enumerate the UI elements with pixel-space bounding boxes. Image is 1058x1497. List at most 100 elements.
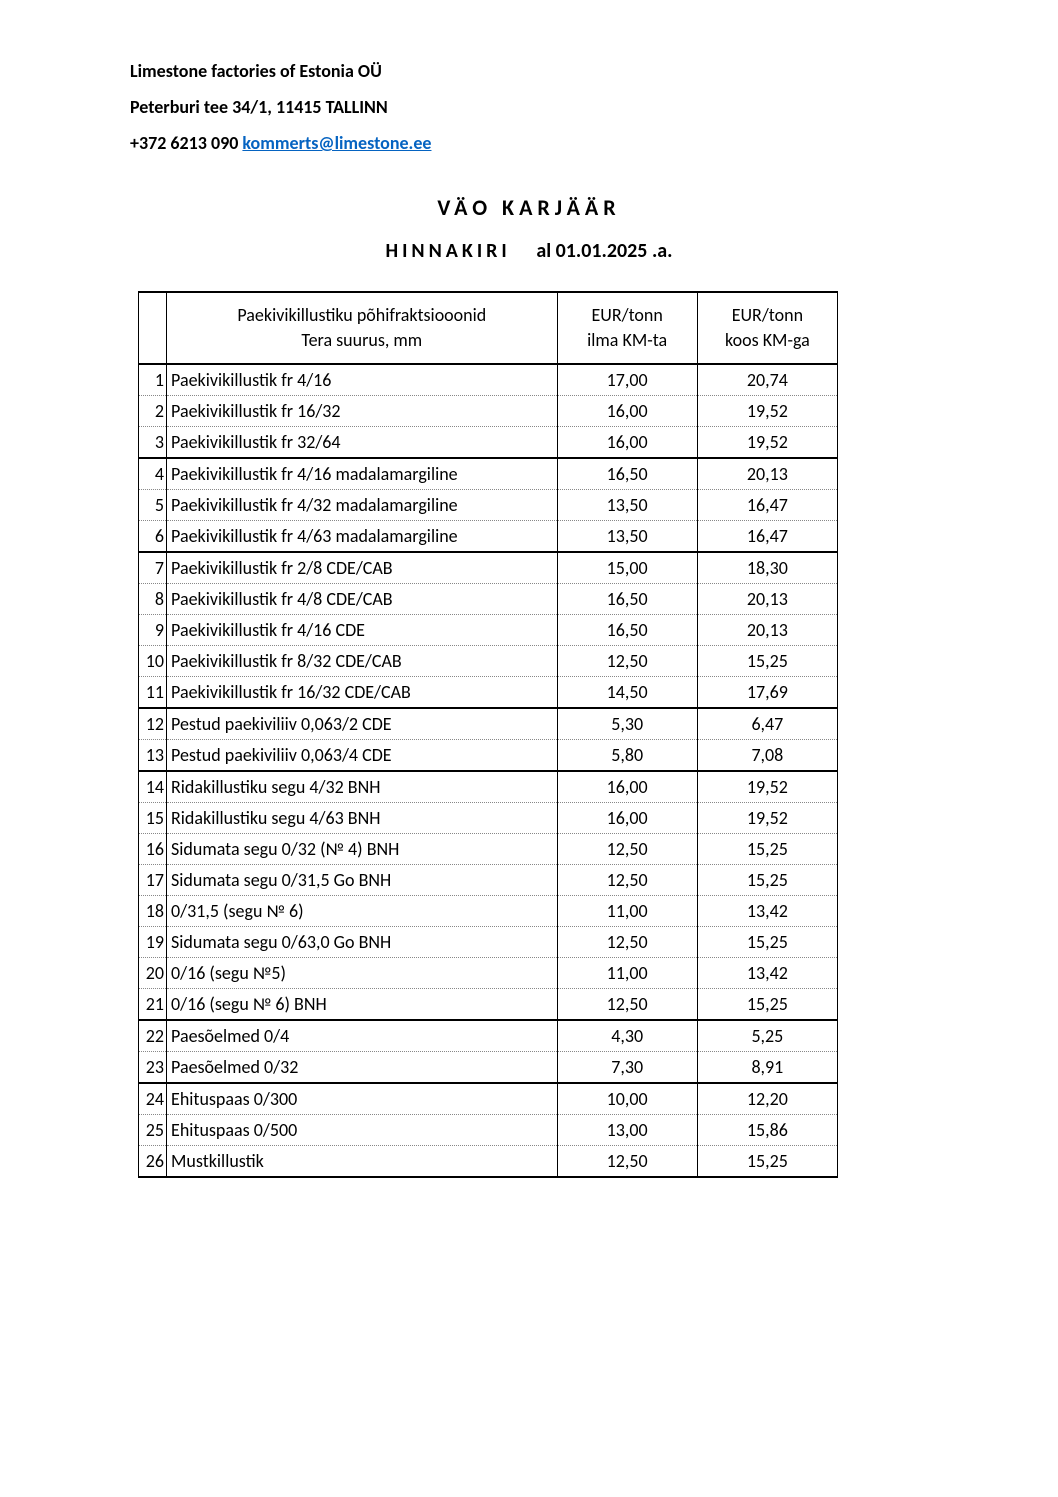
row-price-novat: 14,50 <box>557 677 697 709</box>
row-number: 15 <box>139 803 167 834</box>
table-row: 7Paekivikillustik fr 2/8 CDE/CAB15,0018,… <box>139 552 838 584</box>
row-price-novat: 16,50 <box>557 615 697 646</box>
row-price-vat: 15,25 <box>697 865 837 896</box>
row-price-novat: 11,00 <box>557 958 697 989</box>
row-product-name: Paekivikillustik fr 4/16 <box>167 364 558 396</box>
table-row: 23Paesõelmed 0/327,308,91 <box>139 1052 838 1084</box>
row-number: 8 <box>139 584 167 615</box>
row-price-vat: 15,86 <box>697 1115 837 1146</box>
row-number: 26 <box>139 1146 167 1178</box>
row-price-vat: 19,52 <box>697 771 837 803</box>
row-product-name: Paekivikillustik fr 4/16 madalamargiline <box>167 458 558 490</box>
row-price-vat: 5,25 <box>697 1020 837 1052</box>
row-price-vat: 15,25 <box>697 1146 837 1178</box>
col-name-line2: Tera suurus, mm <box>301 329 422 351</box>
row-price-novat: 16,50 <box>557 458 697 490</box>
row-product-name: Paekivikillustik fr 2/8 CDE/CAB <box>167 552 558 584</box>
page: Limestone factories of Estonia OÜ Peterb… <box>0 0 1058 1238</box>
row-price-vat: 18,30 <box>697 552 837 584</box>
table-row: 24Ehituspaas 0/30010,0012,20 <box>139 1083 838 1115</box>
row-price-vat: 20,74 <box>697 364 837 396</box>
title-sub-prefix: HINNAKIRI <box>385 239 510 263</box>
table-row: 5Paekivikillustik fr 4/32 madalamargilin… <box>139 490 838 521</box>
row-product-name: Paekivikillustik fr 4/16 CDE <box>167 615 558 646</box>
table-header-row: Paekivikillustiku põhifraktsiooonid Tera… <box>139 292 838 364</box>
company-email-link[interactable]: kommerts@limestone.ee <box>242 132 431 154</box>
col-p2-line1: EUR/tonn <box>732 304 803 326</box>
row-number: 19 <box>139 927 167 958</box>
row-product-name: Ehituspaas 0/300 <box>167 1083 558 1115</box>
row-number: 17 <box>139 865 167 896</box>
row-product-name: Pestud paekiviliiv 0,063/2 CDE <box>167 708 558 740</box>
row-price-novat: 16,00 <box>557 427 697 459</box>
row-product-name: Paekivikillustik fr 8/32 CDE/CAB <box>167 646 558 677</box>
row-price-vat: 20,13 <box>697 615 837 646</box>
table-row: 13Pestud paekiviliiv 0,063/4 CDE5,807,08 <box>139 740 838 772</box>
row-price-novat: 12,50 <box>557 989 697 1021</box>
row-price-novat: 16,00 <box>557 771 697 803</box>
row-price-novat: 12,50 <box>557 927 697 958</box>
table-row: 8Paekivikillustik fr 4/8 CDE/CAB16,5020,… <box>139 584 838 615</box>
row-price-vat: 6,47 <box>697 708 837 740</box>
col-p1-line1: EUR/tonn <box>592 304 663 326</box>
company-name: Limestone factories of Estonia OÜ <box>130 60 998 82</box>
row-product-name: Ridakillustiku segu 4/32 BNH <box>167 771 558 803</box>
row-number: 11 <box>139 677 167 709</box>
table-row: 210/16 (segu № 6) BNH12,5015,25 <box>139 989 838 1021</box>
row-price-vat: 7,08 <box>697 740 837 772</box>
table-row: 16Sidumata segu 0/32 (№ 4) BNH12,5015,25 <box>139 834 838 865</box>
row-number: 5 <box>139 490 167 521</box>
col-number-header <box>139 292 167 364</box>
row-price-vat: 20,13 <box>697 584 837 615</box>
row-price-novat: 12,50 <box>557 1146 697 1178</box>
row-number: 4 <box>139 458 167 490</box>
col-name-line1: Paekivikillustiku põhifraktsiooonid <box>237 304 486 326</box>
row-price-vat: 15,25 <box>697 989 837 1021</box>
row-product-name: Mustkillustik <box>167 1146 558 1178</box>
table-row: 11Paekivikillustik fr 16/32 CDE/CAB14,50… <box>139 677 838 709</box>
table-row: 4Paekivikillustik fr 4/16 madalamargilin… <box>139 458 838 490</box>
row-number: 23 <box>139 1052 167 1084</box>
row-number: 2 <box>139 396 167 427</box>
row-product-name: Sidumata segu 0/63,0 Go BNH <box>167 927 558 958</box>
row-product-name: Paesõelmed 0/4 <box>167 1020 558 1052</box>
row-number: 13 <box>139 740 167 772</box>
table-row: 6Paekivikillustik fr 4/63 madalamargilin… <box>139 521 838 553</box>
row-price-vat: 16,47 <box>697 521 837 553</box>
row-product-name: Paekivikillustik fr 16/32 CDE/CAB <box>167 677 558 709</box>
row-price-vat: 13,42 <box>697 958 837 989</box>
row-product-name: 0/31,5 (segu № 6) <box>167 896 558 927</box>
title-main: VÄO KARJÄÄR <box>130 194 998 221</box>
table-row: 3Paekivikillustik fr 32/6416,0019,52 <box>139 427 838 459</box>
price-table: Paekivikillustiku põhifraktsiooonid Tera… <box>138 291 838 1178</box>
row-product-name: Paekivikillustik fr 4/32 madalamargiline <box>167 490 558 521</box>
row-number: 10 <box>139 646 167 677</box>
row-number: 18 <box>139 896 167 927</box>
row-price-novat: 15,00 <box>557 552 697 584</box>
table-row: 25Ehituspaas 0/50013,0015,86 <box>139 1115 838 1146</box>
row-price-novat: 7,30 <box>557 1052 697 1084</box>
table-row: 26Mustkillustik12,5015,25 <box>139 1146 838 1178</box>
row-price-novat: 12,50 <box>557 646 697 677</box>
row-product-name: 0/16 (segu № 6) BNH <box>167 989 558 1021</box>
table-row: 2Paekivikillustik fr 16/3216,0019,52 <box>139 396 838 427</box>
company-phone: +372 6213 090 <box>130 132 238 154</box>
row-price-vat: 8,91 <box>697 1052 837 1084</box>
table-row: 180/31,5 (segu № 6)11,0013,42 <box>139 896 838 927</box>
row-price-novat: 5,30 <box>557 708 697 740</box>
row-product-name: Paekivikillustik fr 4/8 CDE/CAB <box>167 584 558 615</box>
row-number: 6 <box>139 521 167 553</box>
row-number: 9 <box>139 615 167 646</box>
row-price-novat: 13,50 <box>557 521 697 553</box>
table-row: 9Paekivikillustik fr 4/16 CDE16,5020,13 <box>139 615 838 646</box>
row-price-novat: 10,00 <box>557 1083 697 1115</box>
row-price-vat: 19,52 <box>697 803 837 834</box>
table-row: 22Paesõelmed 0/44,305,25 <box>139 1020 838 1052</box>
row-price-vat: 12,20 <box>697 1083 837 1115</box>
row-price-vat: 16,47 <box>697 490 837 521</box>
row-price-novat: 13,50 <box>557 490 697 521</box>
row-price-vat: 15,25 <box>697 834 837 865</box>
row-price-novat: 13,00 <box>557 1115 697 1146</box>
company-contact: +372 6213 090 kommerts@limestone.ee <box>130 132 998 154</box>
row-price-novat: 17,00 <box>557 364 697 396</box>
